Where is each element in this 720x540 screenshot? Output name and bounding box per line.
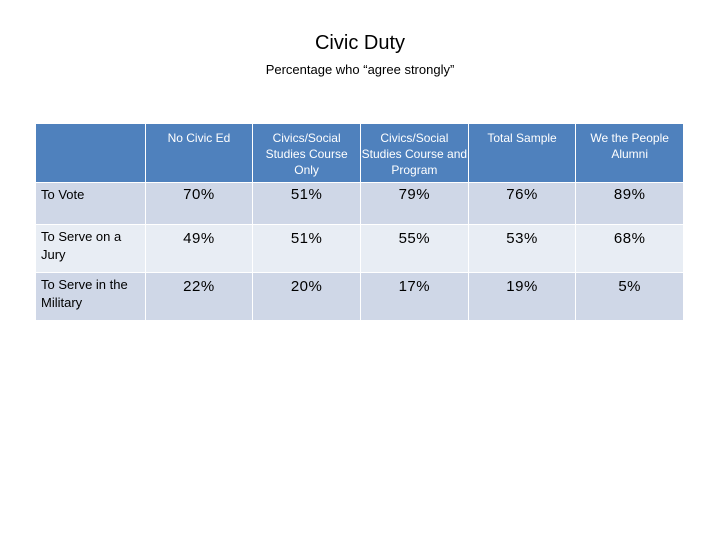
table-cell: 19% bbox=[468, 273, 577, 321]
header-we-the-people-alumni: We the People Alumni bbox=[576, 124, 684, 183]
table-header-row: No Civic Ed Civics/Social Studies Course… bbox=[36, 124, 684, 183]
table-cell: 17% bbox=[360, 273, 469, 321]
table-cell: 89% bbox=[576, 183, 684, 225]
row-label-to-serve-on-jury: To Serve on a Jury bbox=[36, 225, 146, 273]
table-cell: 76% bbox=[468, 183, 577, 225]
table-cell: 51% bbox=[253, 225, 361, 273]
table-cell: 68% bbox=[576, 225, 684, 273]
slide-title: Civic Duty bbox=[314, 32, 405, 54]
table-row: To Vote 70% 51% 79% 76% 89% bbox=[36, 183, 684, 225]
slide-subtitle: Percentage who “agree strongly” bbox=[265, 62, 455, 77]
table-cell: 22% bbox=[145, 273, 254, 321]
row-label-to-serve-in-military: To Serve in the Military bbox=[36, 273, 146, 321]
header-civics-course-only: Civics/Social Studies Course Only bbox=[253, 124, 361, 183]
civic-duty-table: No Civic Ed Civics/Social Studies Course… bbox=[36, 124, 684, 321]
table-cell: 70% bbox=[145, 183, 254, 225]
header-corner-cell bbox=[36, 124, 146, 183]
header-no-civic-ed: No Civic Ed bbox=[145, 124, 254, 183]
table-cell: 20% bbox=[253, 273, 361, 321]
table-cell: 55% bbox=[360, 225, 469, 273]
header-total-sample: Total Sample bbox=[468, 124, 577, 183]
table-cell: 5% bbox=[576, 273, 684, 321]
header-civics-course-and-program: Civics/Social Studies Course and Program bbox=[360, 124, 469, 183]
table-row: To Serve in the Military 22% 20% 17% 19%… bbox=[36, 273, 684, 321]
table-cell: 79% bbox=[360, 183, 469, 225]
table-cell: 49% bbox=[145, 225, 254, 273]
row-label-to-vote: To Vote bbox=[36, 183, 146, 225]
table-cell: 51% bbox=[253, 183, 361, 225]
table-row: To Serve on a Jury 49% 51% 55% 53% 68% bbox=[36, 225, 684, 273]
table-cell: 53% bbox=[468, 225, 577, 273]
